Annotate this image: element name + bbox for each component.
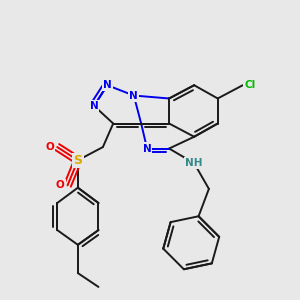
- Text: Cl: Cl: [244, 80, 256, 90]
- Text: N: N: [143, 143, 152, 154]
- Text: O: O: [46, 142, 54, 152]
- Text: N: N: [90, 101, 98, 111]
- Text: O: O: [56, 180, 64, 190]
- Text: S: S: [74, 154, 82, 167]
- Text: N: N: [129, 91, 138, 100]
- Text: NH: NH: [185, 158, 203, 168]
- Text: N: N: [103, 80, 112, 90]
